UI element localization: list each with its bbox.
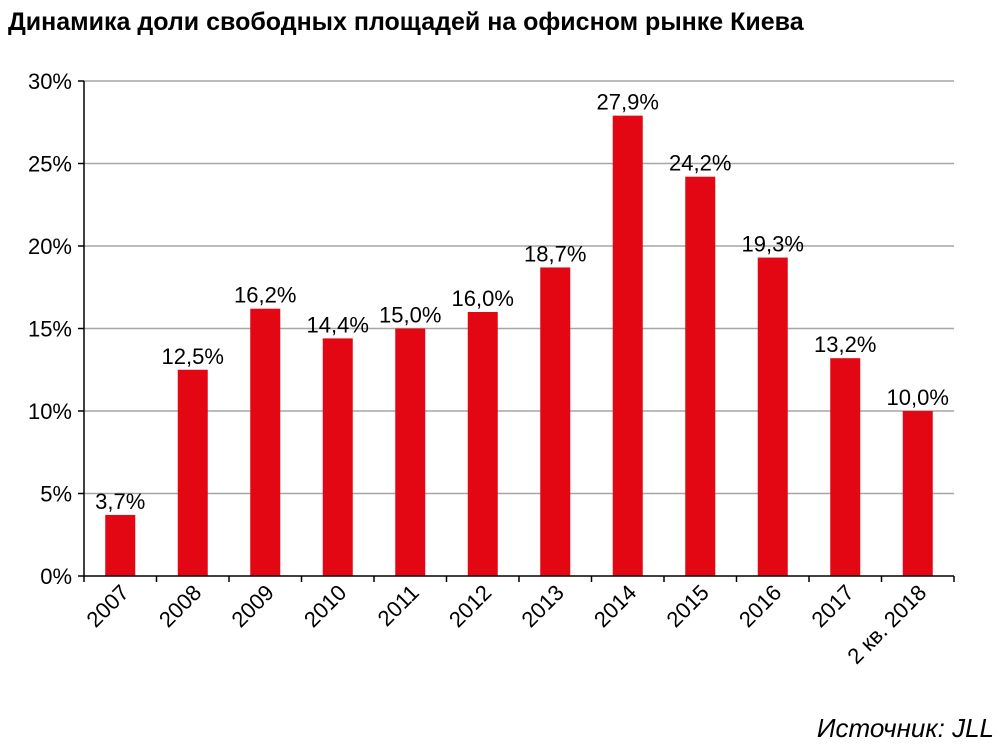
x-tick-label: 2013: [516, 580, 568, 632]
y-tick-label: 0%: [40, 564, 72, 589]
data-label: 14,4%: [307, 312, 369, 337]
x-tick-label: 2010: [299, 580, 351, 632]
y-tick-label: 5%: [40, 482, 72, 507]
bar: [177, 369, 208, 576]
data-label: 24,2%: [669, 151, 731, 176]
data-label: 3,7%: [95, 489, 145, 514]
data-label: 27,9%: [597, 90, 659, 115]
bar: [757, 257, 788, 576]
y-tick-label: 10%: [28, 399, 72, 424]
y-tick-label: 25%: [28, 152, 72, 177]
data-label: 16,2%: [234, 283, 296, 308]
chart-title: Динамика доли свободных площадей на офис…: [8, 8, 804, 36]
x-tick-label: 2007: [81, 580, 133, 632]
bars: [105, 115, 933, 577]
x-tick-label: 2011: [373, 580, 424, 631]
gridlines: [84, 80, 954, 495]
bar: [322, 338, 353, 576]
x-tick-label: 2008: [154, 580, 206, 632]
bar: [540, 267, 571, 576]
y-tick-label: 30%: [28, 69, 72, 94]
y-tick-label: 20%: [28, 234, 72, 259]
bar: [395, 328, 426, 576]
bar: [902, 411, 933, 576]
data-label: 10,0%: [887, 385, 949, 410]
data-label: 15,0%: [379, 303, 441, 328]
x-tick-label: 2016: [734, 580, 786, 632]
data-label: 18,7%: [524, 241, 586, 266]
y-tick-label: 15%: [28, 317, 72, 342]
data-labels: 3,7% 12,5% 16,2% 14,4% 15,0% 16,0% 18,7% 27,9% 2…: [95, 90, 949, 514]
bar: [467, 312, 498, 576]
data-label: 19,3%: [742, 232, 804, 257]
x-tick-label: 2017: [806, 580, 858, 632]
source-note: Источник: JLL: [816, 713, 994, 743]
x-tick-label: 2 кв. 2018: [842, 580, 931, 669]
data-label: 12,5%: [162, 344, 224, 369]
bar: [612, 115, 643, 577]
bar: [830, 358, 861, 576]
x-tick-label: 2015: [661, 580, 713, 632]
data-label: 16,0%: [452, 286, 514, 311]
x-tick-label: 2014: [589, 580, 641, 632]
x-tick-label: 2009: [226, 580, 278, 632]
bar: [250, 308, 281, 576]
bar: [685, 176, 716, 576]
x-tick-label: 2012: [444, 580, 496, 632]
data-label: 13,2%: [814, 332, 876, 357]
bar: [105, 514, 136, 576]
